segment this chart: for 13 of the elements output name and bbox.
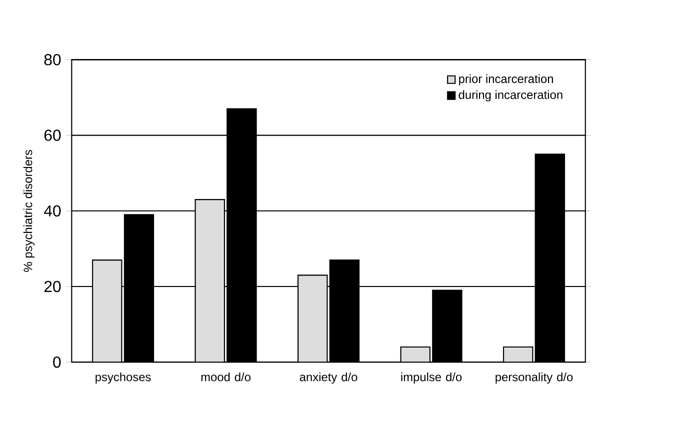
- x-tick-label: mood d/o: [201, 372, 250, 382]
- y-axis-title: % psychiatric disorders: [23, 150, 35, 272]
- legend-label: prior incarceration: [459, 74, 553, 86]
- legend-label: during incarceration: [458, 90, 562, 102]
- x-tick-label: psychoses: [96, 372, 151, 384]
- x-tick-label: personality d/o: [496, 372, 573, 384]
- y-tick-label: 20: [44, 280, 61, 292]
- y-tick-label: 80: [44, 54, 61, 66]
- y-tick-label: 0: [53, 356, 61, 368]
- y-tick-label: 60: [44, 129, 61, 141]
- x-tick-label: anxiety d/o: [300, 372, 358, 384]
- x-tick-label: impulse d/o: [401, 372, 462, 384]
- y-tick-label: 40: [44, 205, 61, 216]
